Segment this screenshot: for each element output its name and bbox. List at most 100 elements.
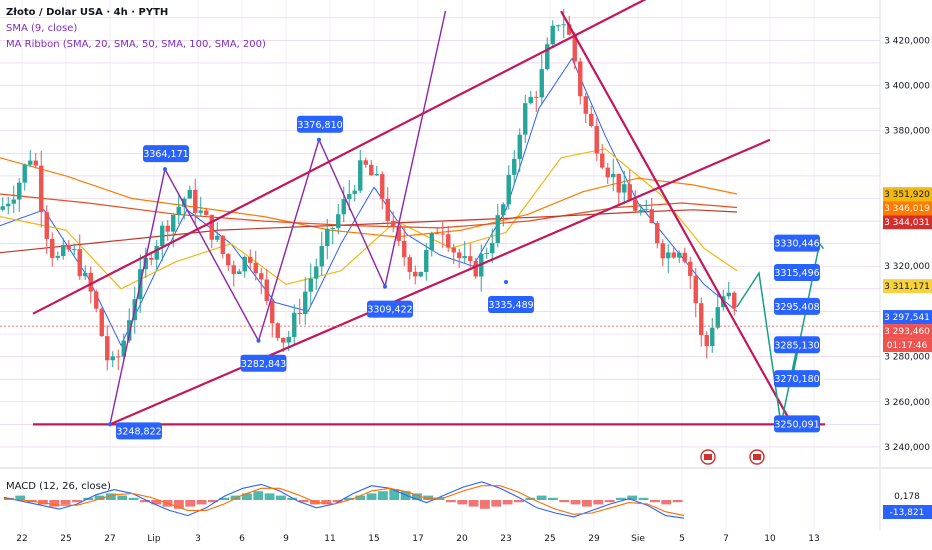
macd-bar bbox=[491, 500, 502, 507]
macd-bar bbox=[15, 495, 26, 500]
macd-bar bbox=[174, 500, 184, 509]
candle-body bbox=[655, 223, 660, 244]
annotation-label: 3335,489 bbox=[488, 300, 533, 311]
candle-body bbox=[204, 210, 209, 215]
candle-body bbox=[358, 160, 363, 191]
candle-body bbox=[726, 292, 731, 297]
macd-bar bbox=[94, 495, 105, 500]
signal-value-label: -13,821 bbox=[890, 508, 925, 518]
candle-body bbox=[402, 240, 407, 258]
macd-line bbox=[3, 481, 685, 519]
x-tick-label: 27 bbox=[104, 534, 115, 544]
candle-body bbox=[622, 184, 627, 193]
x-tick-label: 20 bbox=[456, 534, 468, 544]
x-tick-label: 6 bbox=[239, 534, 245, 544]
price-tag bbox=[883, 201, 932, 216]
annotation-box bbox=[488, 296, 534, 314]
candle-body bbox=[677, 252, 682, 258]
candle-body bbox=[369, 164, 374, 176]
macd-bar bbox=[366, 493, 377, 500]
candle-body bbox=[259, 273, 264, 280]
x-tick-label: 9 bbox=[283, 534, 289, 544]
macd-legend[interactable]: MACD (12, 26, close) bbox=[6, 481, 111, 492]
candle-body bbox=[237, 271, 242, 274]
macd-bar bbox=[627, 495, 638, 500]
annotation-dot bbox=[317, 137, 321, 142]
macd-value-label: 0,178 bbox=[894, 492, 920, 502]
annotation-label: 3295,408 bbox=[774, 302, 819, 313]
candle-body bbox=[319, 246, 324, 267]
signal-line bbox=[3, 485, 685, 517]
candle-body bbox=[286, 336, 291, 343]
macd-bar bbox=[117, 495, 128, 500]
candle-body bbox=[473, 260, 478, 277]
candle-body bbox=[220, 235, 225, 254]
macd-bar bbox=[616, 497, 626, 500]
price-tag bbox=[883, 338, 932, 353]
macd-bar bbox=[219, 497, 230, 500]
x-tick-label: 3 bbox=[195, 534, 201, 544]
flag-stripe bbox=[753, 454, 761, 460]
macd-tag-bg bbox=[883, 489, 932, 502]
candle-body bbox=[171, 214, 176, 232]
price-tag bbox=[883, 215, 932, 230]
macd-bar bbox=[582, 500, 592, 507]
candle-body bbox=[616, 173, 621, 193]
candle-body bbox=[187, 189, 192, 199]
x-tick-label: 15 bbox=[368, 534, 379, 544]
x-tick-label: Sie bbox=[631, 534, 645, 544]
candle-body bbox=[116, 356, 121, 358]
candle-body bbox=[462, 256, 467, 259]
candle-body bbox=[303, 291, 308, 315]
annotation-label: 3364,171 bbox=[143, 149, 188, 160]
ribbon-legend[interactable]: MA Ribbon (SMA, 20, SMA, 50, SMA, 100, S… bbox=[6, 39, 266, 50]
candle-body bbox=[231, 265, 236, 274]
candle-body bbox=[649, 209, 654, 224]
candle-body bbox=[55, 255, 60, 258]
candle-body bbox=[693, 275, 698, 304]
annotation-label: 3309,422 bbox=[367, 305, 412, 316]
annotation-box bbox=[297, 115, 343, 133]
sma-legend[interactable]: SMA (9, close) bbox=[6, 23, 78, 34]
candle-body bbox=[226, 253, 231, 266]
candle-body bbox=[424, 250, 429, 272]
macd-bar bbox=[672, 500, 683, 503]
candle-body bbox=[396, 225, 401, 241]
y-tick-label: 3 400,000 bbox=[884, 82, 930, 92]
candle-body bbox=[732, 292, 737, 309]
macd-bar bbox=[230, 495, 241, 500]
candle-body bbox=[589, 113, 594, 127]
macd-bar bbox=[196, 500, 207, 505]
price-tag-label: 3 293,460 bbox=[884, 327, 930, 337]
candle-body bbox=[490, 243, 495, 254]
x-tick-label: 5 bbox=[679, 534, 685, 544]
candle-body bbox=[94, 291, 99, 309]
macd-panel: 0,178 -13,821 bbox=[3, 481, 932, 519]
macd-bar bbox=[400, 491, 411, 500]
annotation-label: 3285,130 bbox=[774, 340, 819, 351]
annotation-label: 3248,822 bbox=[116, 426, 161, 437]
macd-bar bbox=[355, 495, 366, 500]
price-tag-label: 01:17:46 bbox=[887, 341, 928, 351]
annotation-label: 3330,446 bbox=[774, 239, 819, 250]
y-tick-label: 3 260,000 bbox=[884, 398, 930, 408]
channel-upper bbox=[32, 0, 647, 315]
candle-body bbox=[11, 199, 16, 204]
macd-bar bbox=[106, 493, 116, 500]
annotation-box bbox=[143, 145, 189, 163]
macd-bar bbox=[650, 500, 660, 503]
candle-body bbox=[374, 174, 379, 176]
macd-bar bbox=[344, 497, 354, 500]
candle-body bbox=[715, 307, 720, 328]
annotation-box bbox=[367, 300, 413, 318]
ma-line-0 bbox=[0, 58, 738, 346]
annotation-label: 3250,091 bbox=[774, 419, 819, 430]
x-tick-label: 25 bbox=[60, 534, 71, 544]
macd-bar bbox=[446, 500, 456, 503]
candle-body bbox=[264, 279, 269, 301]
y-tick-label: 3 380,000 bbox=[884, 127, 930, 137]
macd-bar bbox=[536, 495, 547, 500]
macd-bar bbox=[480, 500, 490, 509]
